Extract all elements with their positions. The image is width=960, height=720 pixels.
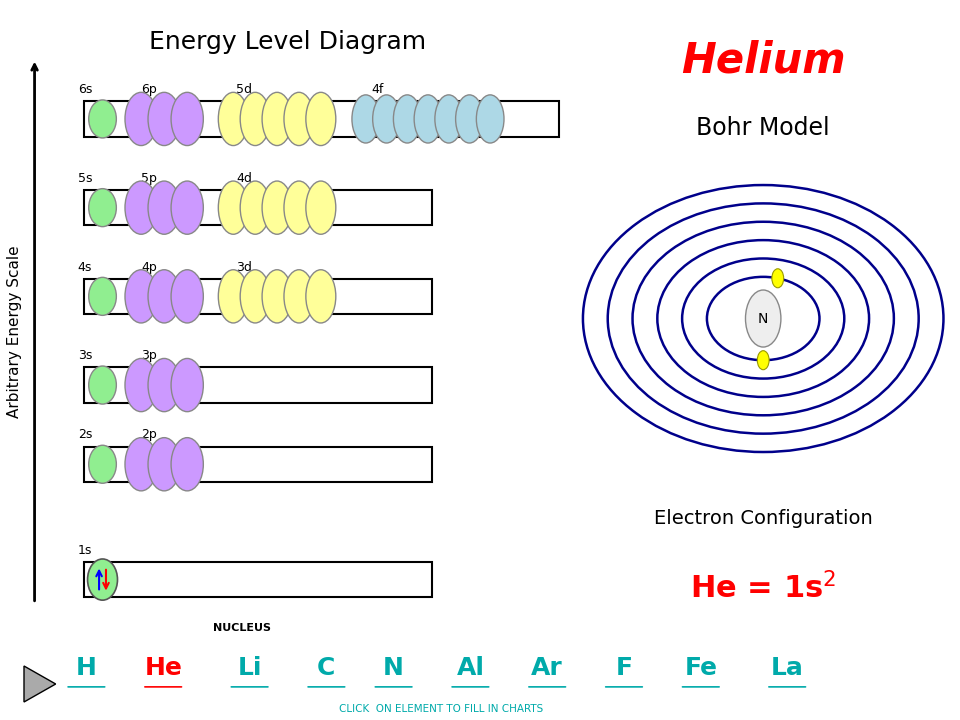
Ellipse shape	[262, 270, 292, 323]
Ellipse shape	[435, 95, 463, 143]
Ellipse shape	[125, 92, 157, 145]
Text: 4f: 4f	[372, 83, 384, 96]
Text: 2p: 2p	[141, 428, 156, 441]
Text: He = 1s$^2$: He = 1s$^2$	[690, 572, 836, 605]
Ellipse shape	[284, 181, 314, 234]
Ellipse shape	[125, 359, 157, 412]
Text: La: La	[771, 656, 804, 680]
Text: CLICK  ON ELEMENT TO FILL IN CHARTS: CLICK ON ELEMENT TO FILL IN CHARTS	[340, 704, 543, 714]
Text: 3d: 3d	[236, 261, 252, 274]
Text: 1s: 1s	[78, 544, 92, 557]
Ellipse shape	[757, 351, 769, 369]
Text: Arbitrary Energy Scale: Arbitrary Energy Scale	[7, 245, 22, 418]
Ellipse shape	[125, 181, 157, 234]
Ellipse shape	[88, 366, 116, 404]
Ellipse shape	[306, 270, 336, 323]
Ellipse shape	[240, 181, 270, 234]
Ellipse shape	[88, 100, 116, 138]
Ellipse shape	[306, 92, 336, 145]
Text: Ar: Ar	[531, 656, 564, 680]
Ellipse shape	[476, 95, 504, 143]
Ellipse shape	[171, 270, 204, 323]
Text: Helium: Helium	[681, 40, 846, 82]
Text: 4p: 4p	[141, 261, 156, 274]
Ellipse shape	[88, 277, 116, 315]
Text: 5d: 5d	[236, 83, 252, 96]
Text: Energy Level Diagram: Energy Level Diagram	[150, 30, 426, 54]
Text: 6p: 6p	[141, 83, 156, 96]
Text: 3p: 3p	[141, 349, 156, 362]
Ellipse shape	[262, 92, 292, 145]
Ellipse shape	[87, 559, 117, 600]
Ellipse shape	[171, 438, 204, 491]
Ellipse shape	[125, 438, 157, 491]
Text: 6s: 6s	[78, 83, 92, 96]
Ellipse shape	[352, 95, 379, 143]
Text: N: N	[758, 312, 768, 325]
Ellipse shape	[148, 92, 180, 145]
Ellipse shape	[148, 181, 180, 234]
Ellipse shape	[746, 290, 780, 347]
Polygon shape	[24, 666, 56, 702]
Ellipse shape	[262, 181, 292, 234]
Text: 4d: 4d	[236, 172, 252, 185]
Ellipse shape	[218, 181, 249, 234]
Text: C: C	[317, 656, 336, 680]
Text: Al: Al	[456, 656, 485, 680]
Ellipse shape	[372, 95, 400, 143]
Bar	[84, 279, 432, 314]
Text: 5p: 5p	[141, 172, 157, 185]
Bar	[84, 190, 432, 225]
Bar	[84, 562, 432, 598]
Ellipse shape	[125, 270, 157, 323]
Ellipse shape	[148, 438, 180, 491]
Text: NUCLEUS: NUCLEUS	[213, 623, 271, 633]
Text: Bohr Model: Bohr Model	[696, 116, 830, 140]
Ellipse shape	[394, 95, 421, 143]
Ellipse shape	[284, 92, 314, 145]
Ellipse shape	[306, 181, 336, 234]
Ellipse shape	[218, 92, 249, 145]
Text: He: He	[144, 656, 182, 680]
Bar	[84, 102, 559, 137]
Text: F: F	[615, 656, 633, 680]
Text: Li: Li	[237, 656, 262, 680]
Ellipse shape	[88, 189, 116, 227]
Text: Electron Configuration: Electron Configuration	[654, 508, 873, 528]
Ellipse shape	[88, 445, 116, 483]
Ellipse shape	[414, 95, 442, 143]
Text: N: N	[383, 656, 404, 680]
Ellipse shape	[171, 92, 204, 145]
Ellipse shape	[456, 95, 483, 143]
Ellipse shape	[218, 270, 249, 323]
Text: H: H	[76, 656, 97, 680]
Bar	[84, 367, 432, 402]
Text: 5s: 5s	[78, 172, 92, 185]
Ellipse shape	[148, 359, 180, 412]
Text: 2s: 2s	[78, 428, 92, 441]
Ellipse shape	[171, 181, 204, 234]
Ellipse shape	[772, 269, 783, 288]
Ellipse shape	[284, 270, 314, 323]
Text: Fe: Fe	[684, 656, 717, 680]
Ellipse shape	[171, 359, 204, 412]
Ellipse shape	[240, 92, 270, 145]
Ellipse shape	[148, 270, 180, 323]
Ellipse shape	[240, 270, 270, 323]
Bar	[84, 446, 432, 482]
Text: 4s: 4s	[78, 261, 92, 274]
Text: 3s: 3s	[78, 349, 92, 362]
